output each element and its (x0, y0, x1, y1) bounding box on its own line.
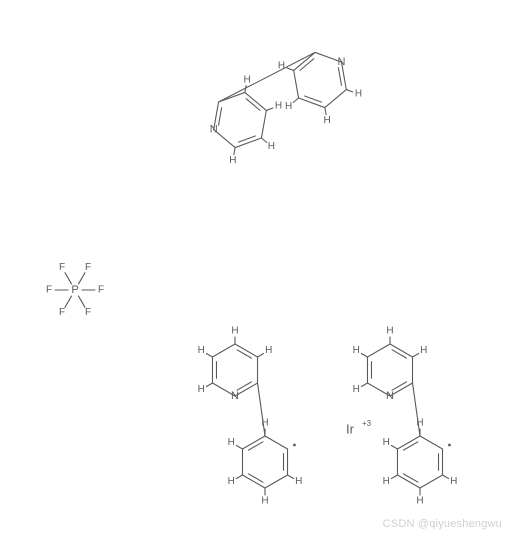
svg-text:H: H (229, 155, 236, 166)
svg-text:H: H (198, 384, 205, 395)
svg-text:Ir: Ir (346, 421, 355, 436)
svg-text:H: H (275, 101, 282, 112)
svg-text:H: H (265, 345, 272, 356)
svg-text:H: H (268, 141, 275, 152)
svg-text:H: H (353, 345, 360, 356)
svg-text:N: N (231, 390, 239, 402)
svg-text:H: H (353, 384, 360, 395)
svg-text:H: H (228, 437, 235, 448)
svg-text:F: F (59, 307, 65, 318)
svg-text:H: H (450, 476, 457, 487)
svg-text:+3: +3 (362, 419, 372, 428)
svg-text:H: H (386, 326, 393, 337)
svg-text:H: H (231, 326, 238, 337)
svg-text:N: N (210, 123, 218, 135)
svg-text:H: H (198, 345, 205, 356)
svg-text:H: H (420, 345, 427, 356)
svg-text:H: H (278, 61, 285, 72)
svg-text:F: F (46, 285, 52, 296)
svg-text:H: H (285, 101, 292, 112)
svg-text:P: P (71, 284, 78, 296)
svg-text:F: F (85, 262, 91, 273)
diagram-canvas: PFFFFFFNNHHHHHHHHNHHHHHHHHHNHHHHHHHHHIr+… (0, 0, 510, 536)
svg-text:N: N (337, 56, 345, 68)
svg-text:H: H (355, 89, 362, 100)
svg-text:H: H (261, 496, 268, 507)
svg-text:F: F (98, 285, 104, 296)
svg-text:H: H (383, 437, 390, 448)
svg-text:H: H (324, 115, 331, 126)
svg-text:N: N (386, 390, 394, 402)
svg-text:F: F (85, 307, 91, 318)
svg-text:H: H (416, 496, 423, 507)
svg-text:H: H (228, 476, 235, 487)
svg-text:H: H (416, 418, 423, 429)
svg-text:H: H (295, 476, 302, 487)
watermark: CSDN @qiyueshengwu (383, 518, 502, 530)
svg-text:H: H (244, 74, 251, 85)
svg-text:H: H (261, 418, 268, 429)
svg-text:F: F (59, 262, 65, 273)
svg-text:H: H (383, 476, 390, 487)
